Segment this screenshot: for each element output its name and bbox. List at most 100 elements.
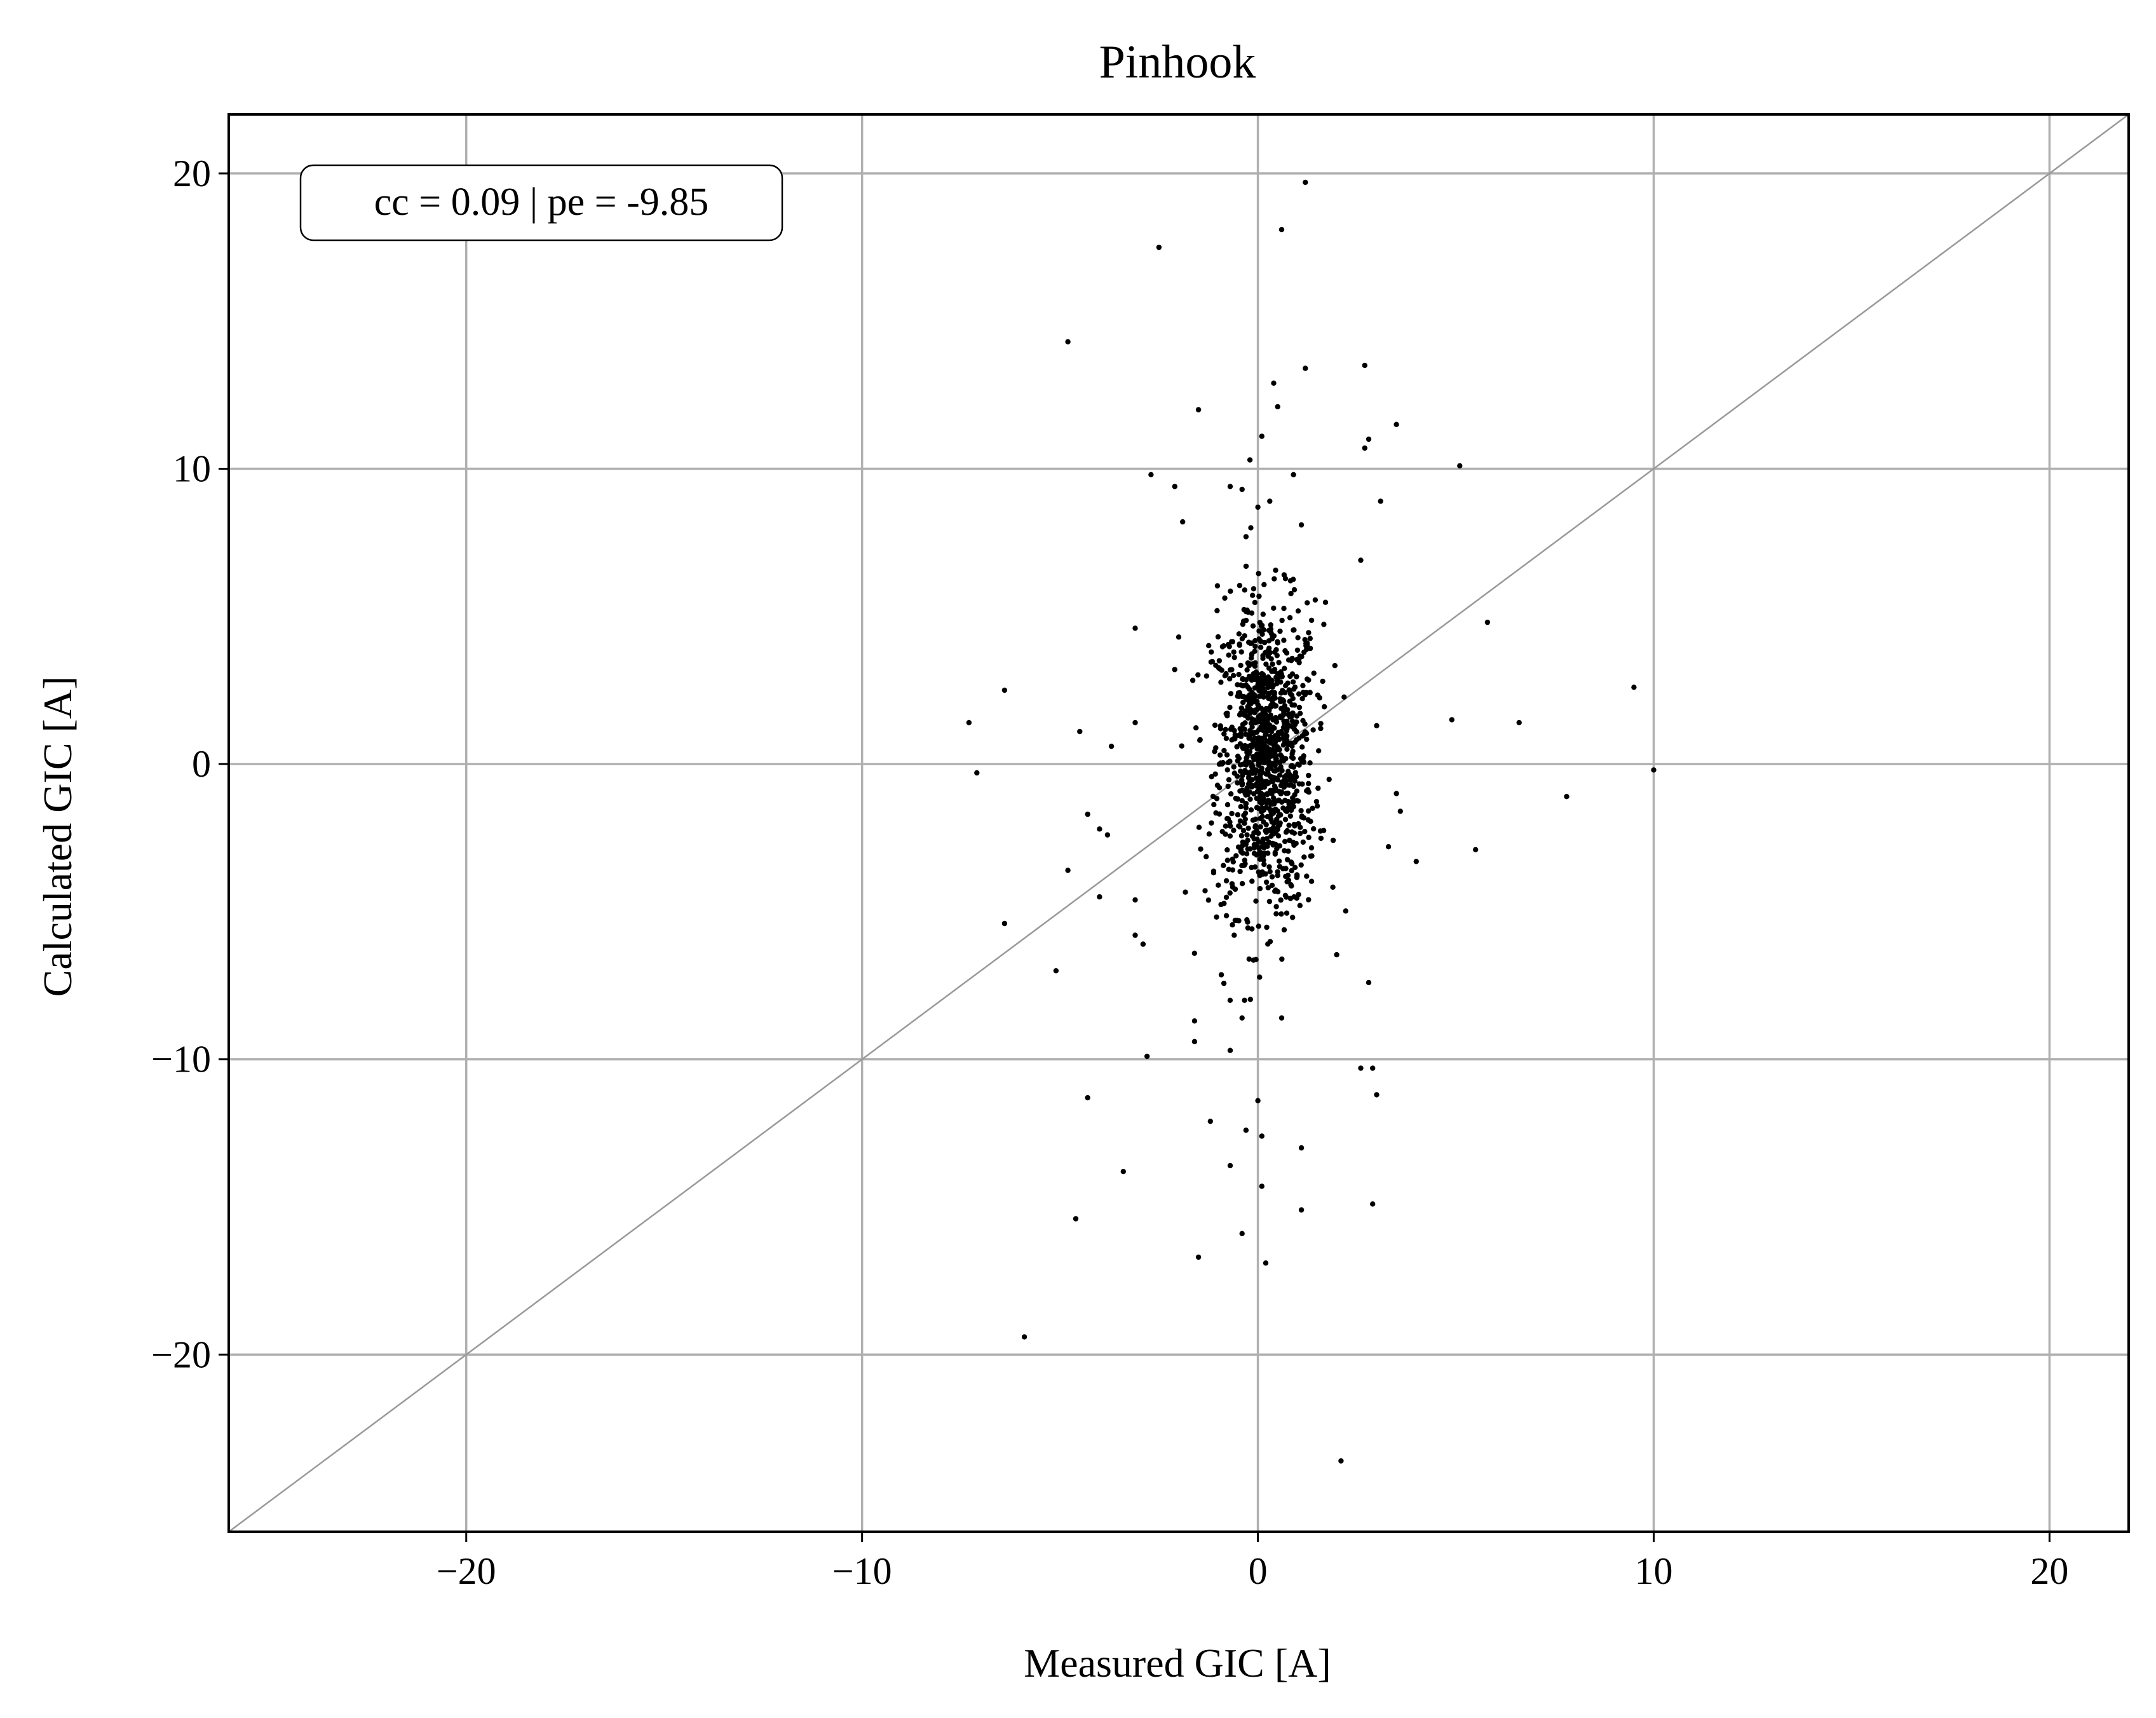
- data-point: [1260, 740, 1266, 746]
- data-point: [1291, 725, 1296, 730]
- data-point: [1266, 899, 1273, 904]
- data-point: [1210, 868, 1217, 874]
- data-point: [1237, 762, 1244, 768]
- data-point: [1255, 779, 1261, 785]
- data-point: [1276, 660, 1282, 665]
- data-point: [1301, 854, 1307, 860]
- data-point: [1236, 918, 1242, 924]
- data-point: [1190, 678, 1196, 683]
- data-point: [1303, 690, 1310, 695]
- data-point: [1266, 677, 1271, 683]
- data-point: [1221, 747, 1227, 754]
- data-point: [1292, 771, 1298, 777]
- data-point: [1250, 592, 1256, 598]
- data-point: [1275, 730, 1282, 735]
- data-point: [1252, 709, 1258, 715]
- data-point: [1261, 582, 1267, 587]
- data-point: [1251, 845, 1257, 851]
- data-point: [1271, 667, 1278, 672]
- data-point: [1260, 681, 1266, 687]
- data-point: [1213, 745, 1219, 751]
- data-point: [1239, 1231, 1245, 1237]
- data-point: [1284, 778, 1289, 784]
- data-point: [1264, 771, 1270, 777]
- data-point: [1235, 682, 1240, 688]
- data-point: [1238, 705, 1245, 711]
- data-point: [1261, 861, 1267, 868]
- data-point: [1317, 828, 1324, 834]
- data-point: [1228, 589, 1233, 594]
- data-point: [1239, 1015, 1245, 1021]
- data-point: [1279, 768, 1285, 774]
- data-point: [1237, 583, 1243, 589]
- data-point: [1251, 719, 1258, 725]
- data-point: [1212, 771, 1218, 777]
- data-point: [1314, 803, 1320, 809]
- data-point: [1281, 710, 1287, 716]
- data-point: [1191, 1039, 1198, 1045]
- data-point: [1172, 484, 1178, 489]
- data-point: [1305, 676, 1310, 682]
- data-point: [1179, 743, 1184, 749]
- data-point: [1224, 711, 1230, 716]
- data-point: [1251, 586, 1257, 592]
- data-point: [1282, 848, 1287, 854]
- data-point: [1305, 808, 1312, 814]
- data-point: [1224, 767, 1230, 773]
- data-point: [1290, 710, 1296, 716]
- data-point: [1275, 873, 1280, 878]
- data-point: [1252, 816, 1259, 822]
- data-point: [1238, 649, 1244, 655]
- data-point: [1264, 723, 1270, 729]
- data-point: [1366, 436, 1372, 442]
- data-point: [1263, 1260, 1269, 1266]
- data-point: [1299, 696, 1305, 702]
- y-tick-label: −20: [151, 1333, 211, 1375]
- data-point: [1289, 868, 1294, 874]
- data-point: [1315, 785, 1321, 791]
- data-point: [1291, 627, 1297, 633]
- data-point: [1308, 617, 1315, 624]
- data-point: [1073, 1216, 1079, 1222]
- data-point: [1224, 752, 1230, 758]
- axis-ticks: −20 −10 0 10 20 −20 −10 0 10 20: [151, 153, 2068, 1592]
- data-point: [1249, 926, 1255, 932]
- data-point: [1237, 824, 1243, 830]
- data-point: [1268, 827, 1273, 833]
- x-tick-label: 0: [1249, 1550, 1268, 1592]
- data-point: [1156, 244, 1162, 250]
- x-tick-label: 10: [1635, 1550, 1673, 1592]
- data-point: [1249, 864, 1254, 871]
- data-point: [1296, 660, 1302, 665]
- data-point: [1294, 647, 1301, 653]
- data-point: [1270, 810, 1277, 816]
- data-point: [1235, 844, 1242, 850]
- data-point: [1214, 583, 1221, 589]
- data-point: [1237, 641, 1242, 647]
- data-point: [1306, 835, 1312, 840]
- data-point: [1077, 728, 1083, 735]
- data-point: [1193, 725, 1199, 731]
- data-point: [1222, 595, 1228, 601]
- data-point: [1191, 950, 1198, 957]
- data-point: [1273, 568, 1278, 573]
- data-point: [1275, 833, 1282, 839]
- data-point: [1253, 898, 1259, 904]
- data-point: [1279, 799, 1285, 805]
- data-point: [1235, 753, 1241, 760]
- data-point: [1275, 744, 1280, 750]
- data-point: [1210, 793, 1216, 800]
- data-point: [1217, 723, 1223, 729]
- data-point: [1218, 679, 1224, 685]
- data-point: [1279, 617, 1285, 624]
- data-point: [1287, 896, 1294, 901]
- stats-annotation: cc = 0.09 | pe = -9.85: [299, 164, 783, 242]
- data-point: [1295, 635, 1301, 641]
- data-point: [1235, 758, 1241, 764]
- data-point: [1220, 760, 1226, 766]
- data-point: [1240, 700, 1246, 706]
- data-point: [1287, 699, 1292, 704]
- data-point: [1221, 731, 1227, 737]
- data-point: [1239, 862, 1245, 869]
